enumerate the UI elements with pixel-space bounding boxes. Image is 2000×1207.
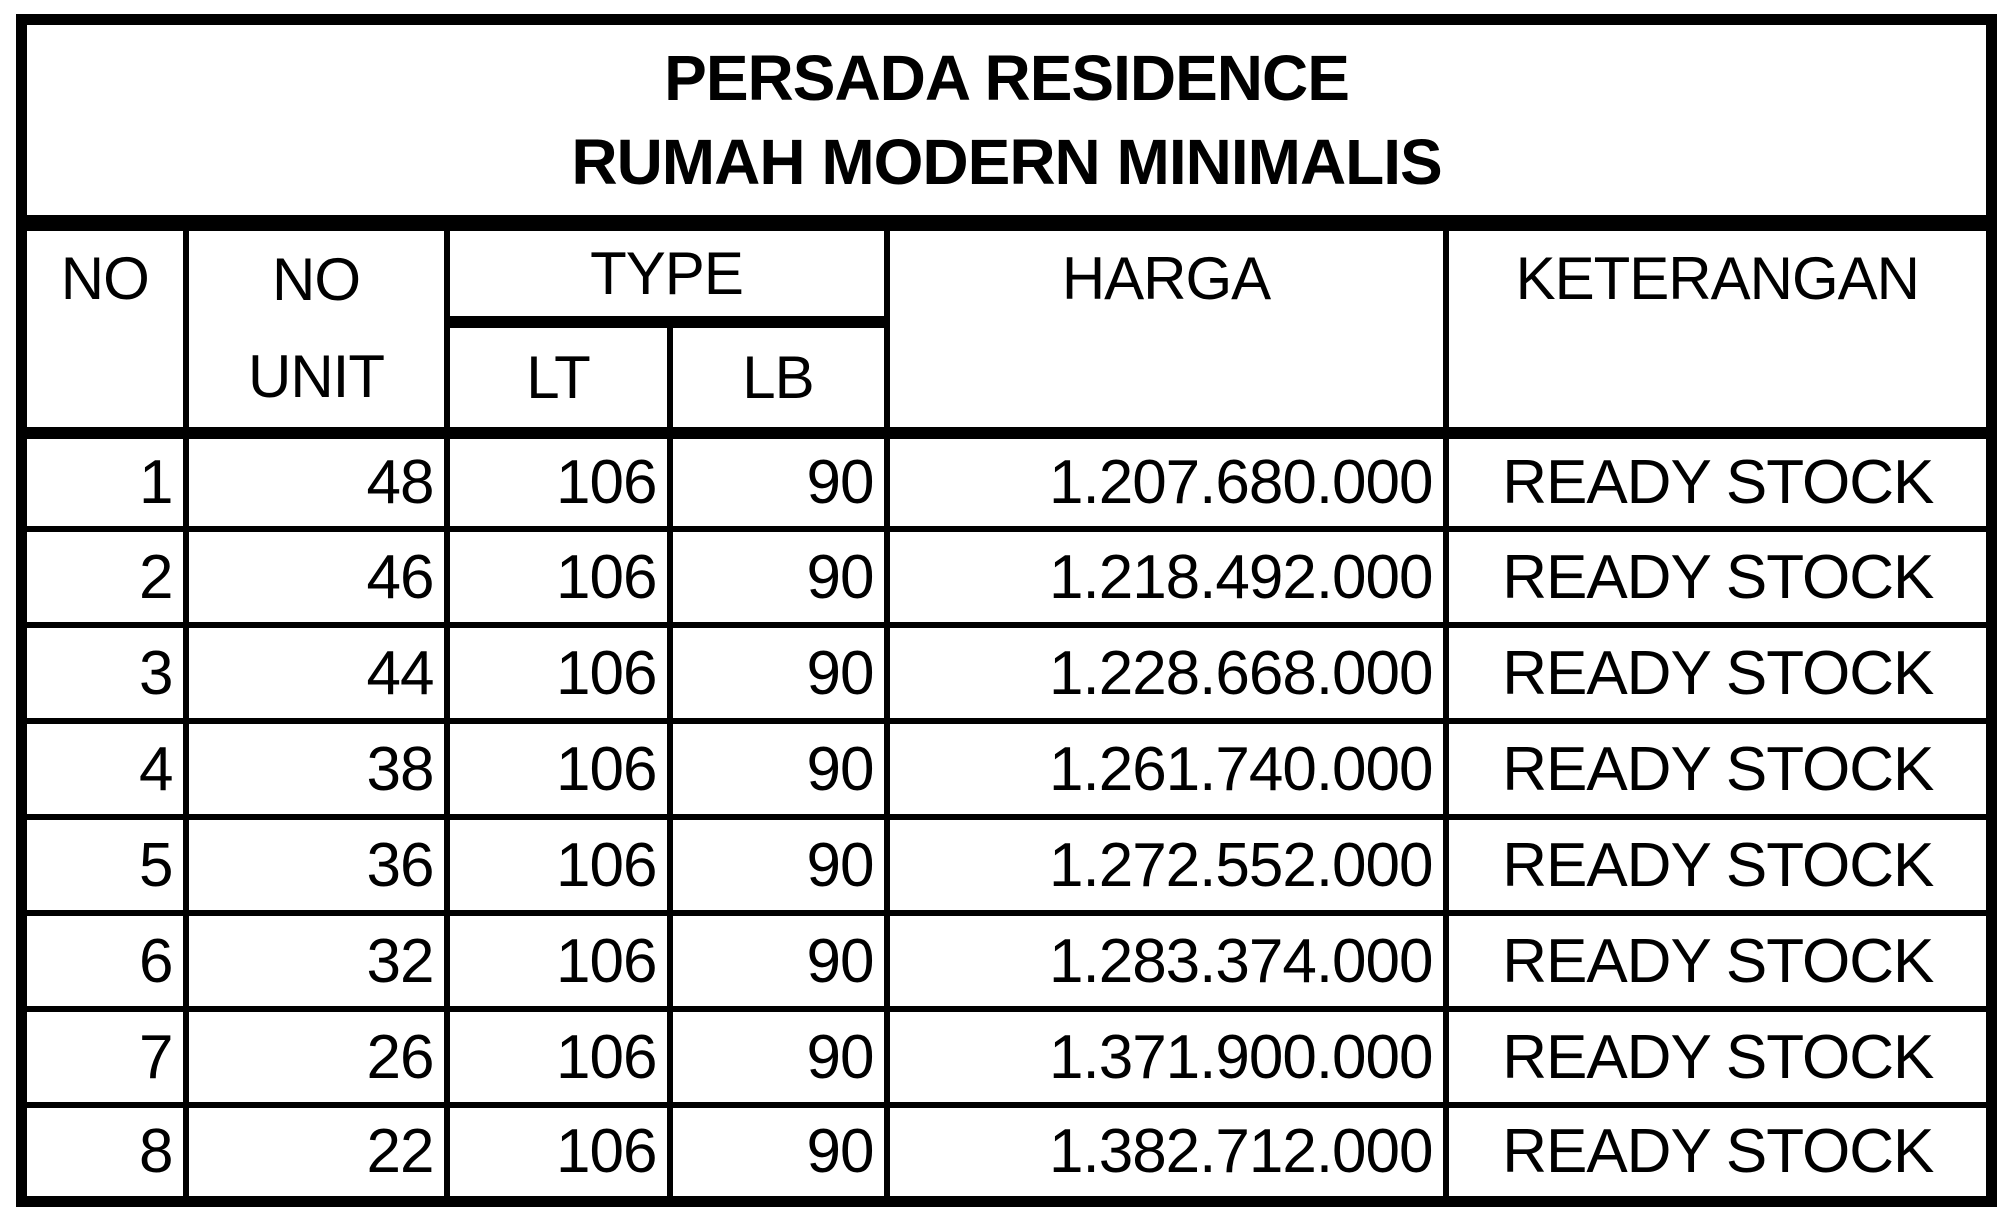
table-row: 4 38 106 90 1.261.740.000 READY STOCK — [18, 718, 1995, 820]
cell-keterangan: READY STOCK — [1442, 718, 1995, 820]
table-row: 1 48 106 90 1.207.680.000 READY STOCK — [18, 430, 1995, 532]
header-row-1: NO NO UNIT TYPE HARGA KETERANGAN — [18, 219, 1995, 439]
cell-keterangan: READY STOCK — [1442, 526, 1995, 628]
table-row: 7 26 106 90 1.371.900.000 READY STOCK — [18, 1006, 1995, 1108]
cell-lb: 90 — [666, 1006, 890, 1108]
table-title-row: PERSADA RESIDENCE RUMAH MODERN MINIMALIS — [18, 16, 1995, 231]
column-header-keterangan: KETERANGAN — [1442, 220, 1995, 439]
cell-unit: 36 — [182, 814, 450, 916]
cell-lb: 90 — [666, 526, 890, 628]
table-row: 6 32 106 90 1.283.374.000 READY STOCK — [18, 910, 1995, 1012]
cell-unit: 38 — [182, 718, 450, 820]
cell-lt: 106 — [443, 910, 673, 1012]
column-header-no-unit-line1: NO — [272, 245, 361, 313]
cell-lt: 106 — [443, 814, 673, 916]
title-line-2: RUMAH MODERN MINIMALIS — [571, 126, 1442, 198]
cell-unit: 46 — [182, 526, 450, 628]
table-row: 5 36 106 90 1.272.552.000 READY STOCK — [18, 814, 1995, 916]
cell-no: 7 — [18, 1006, 189, 1108]
cell-lt: 106 — [443, 1006, 673, 1108]
table-row: 2 46 106 90 1.218.492.000 READY STOCK — [18, 526, 1995, 628]
cell-harga: 1.272.552.000 — [883, 814, 1449, 916]
column-header-type: TYPE — [443, 219, 890, 329]
cell-lb: 90 — [666, 430, 890, 532]
column-header-lb: LB — [666, 319, 890, 439]
cell-keterangan: READY STOCK — [1442, 814, 1995, 916]
cell-lb: 90 — [666, 814, 890, 916]
cell-unit: 32 — [182, 910, 450, 1012]
cell-no: 6 — [18, 910, 189, 1012]
cell-lt: 106 — [443, 718, 673, 820]
column-header-harga: HARGA — [883, 220, 1449, 439]
cell-keterangan: READY STOCK — [1442, 910, 1995, 1012]
cell-unit: 48 — [182, 430, 450, 532]
column-header-lt: LT — [443, 319, 673, 439]
cell-lt: 106 — [443, 622, 673, 724]
cell-keterangan: READY STOCK — [1442, 1006, 1995, 1108]
table-title: PERSADA RESIDENCE RUMAH MODERN MINIMALIS — [18, 16, 1995, 231]
cell-harga: 1.228.668.000 — [883, 622, 1449, 724]
cell-lb: 90 — [666, 910, 890, 1012]
cell-no: 3 — [18, 622, 189, 724]
cell-lb: 90 — [666, 622, 890, 724]
column-header-no-unit-line2: UNIT — [248, 343, 385, 411]
cell-lt: 106 — [443, 526, 673, 628]
cell-harga: 1.371.900.000 — [883, 1006, 1449, 1108]
cell-keterangan: READY STOCK — [1442, 430, 1995, 532]
cell-lb: 90 — [666, 718, 890, 820]
cell-lt: 106 — [443, 430, 673, 532]
cell-no: 2 — [18, 526, 189, 628]
title-line-1: PERSADA RESIDENCE — [664, 42, 1350, 114]
cell-harga: 1.283.374.000 — [883, 910, 1449, 1012]
cell-no: 1 — [18, 430, 189, 532]
column-header-no: NO — [18, 220, 189, 439]
cell-harga: 1.261.740.000 — [883, 718, 1449, 820]
cell-no: 4 — [18, 718, 189, 820]
cell-harga: 1.218.492.000 — [883, 526, 1449, 628]
cell-unit: 44 — [182, 622, 450, 724]
column-header-no-unit: NO UNIT — [182, 220, 450, 439]
table-row: 3 44 106 90 1.228.668.000 READY STOCK — [18, 622, 1995, 724]
cell-unit: 26 — [182, 1006, 450, 1108]
cell-harga: 1.207.680.000 — [883, 430, 1449, 532]
cell-no: 5 — [18, 814, 189, 916]
price-table: PERSADA RESIDENCE RUMAH MODERN MINIMALIS… — [16, 14, 1998, 1207]
header-row-2: LT LB — [22, 319, 1992, 439]
cell-keterangan: READY STOCK — [1442, 622, 1995, 724]
